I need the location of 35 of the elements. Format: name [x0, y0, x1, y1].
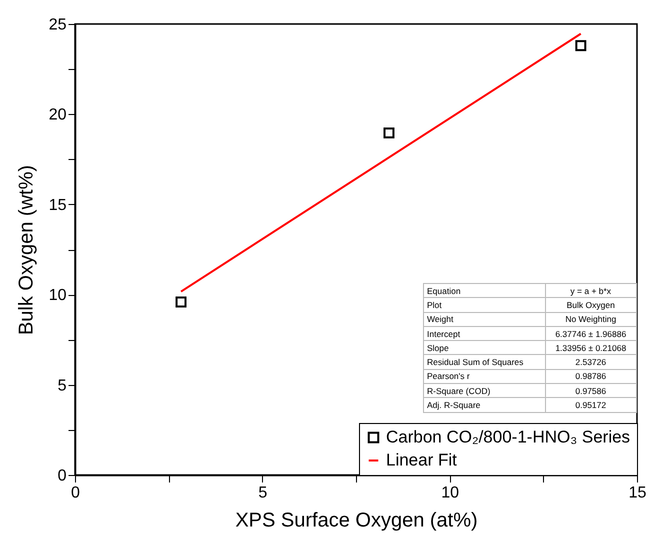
annotation: Bulk Oxygen [545, 298, 636, 312]
annotation: 6.37746 ± 1.96886 [545, 326, 636, 341]
legend-label: Linear Fit [386, 450, 458, 470]
y-tick-label: 20 [48, 106, 67, 124]
annotation: Intercept [424, 326, 545, 341]
annotation: y = a + b*x [545, 284, 636, 298]
annotation: Adj. R-Square [424, 398, 545, 412]
annotation: No Weighting [545, 312, 636, 326]
legend-label: Carbon CO₂/800-1-HNO₃ Series [386, 428, 630, 446]
annotation: 1.33956 ± 0.21068 [545, 340, 636, 355]
y-tick-label: 25 [48, 16, 67, 34]
annotation: 2.53726 [545, 354, 636, 370]
annotation: Slope [424, 340, 545, 355]
annotation: 0.97586 [545, 384, 636, 398]
y-tick-label: 15 [48, 196, 67, 214]
annotation: 0.95172 [545, 398, 636, 412]
point [384, 127, 394, 138]
y-tick-label: 10 [48, 287, 67, 304]
annotation: Residual Sum of Squares [424, 354, 545, 370]
annotation: Plot [424, 298, 545, 312]
x-tick-label: 0 [71, 484, 80, 502]
annotation: Equation [424, 284, 545, 298]
y-axis-title: Bulk Oxygen (wt%) [16, 164, 38, 336]
x-tick-label: 5 [258, 484, 268, 502]
y-tick-label: 5 [58, 377, 67, 394]
x-tick-label: 10 [441, 484, 460, 502]
x-tick-label: 15 [628, 484, 646, 502]
point [176, 296, 187, 308]
x-axis-title: XPS Surface Oxygen (at%) [235, 510, 478, 532]
annotation: R-Square (COD) [424, 384, 545, 398]
annotation: Pearson's r [424, 369, 545, 384]
point [575, 40, 586, 52]
y-tick-label: 0 [58, 468, 67, 484]
annotation: 0.98786 [545, 369, 636, 384]
annotation: Weight [424, 312, 545, 326]
